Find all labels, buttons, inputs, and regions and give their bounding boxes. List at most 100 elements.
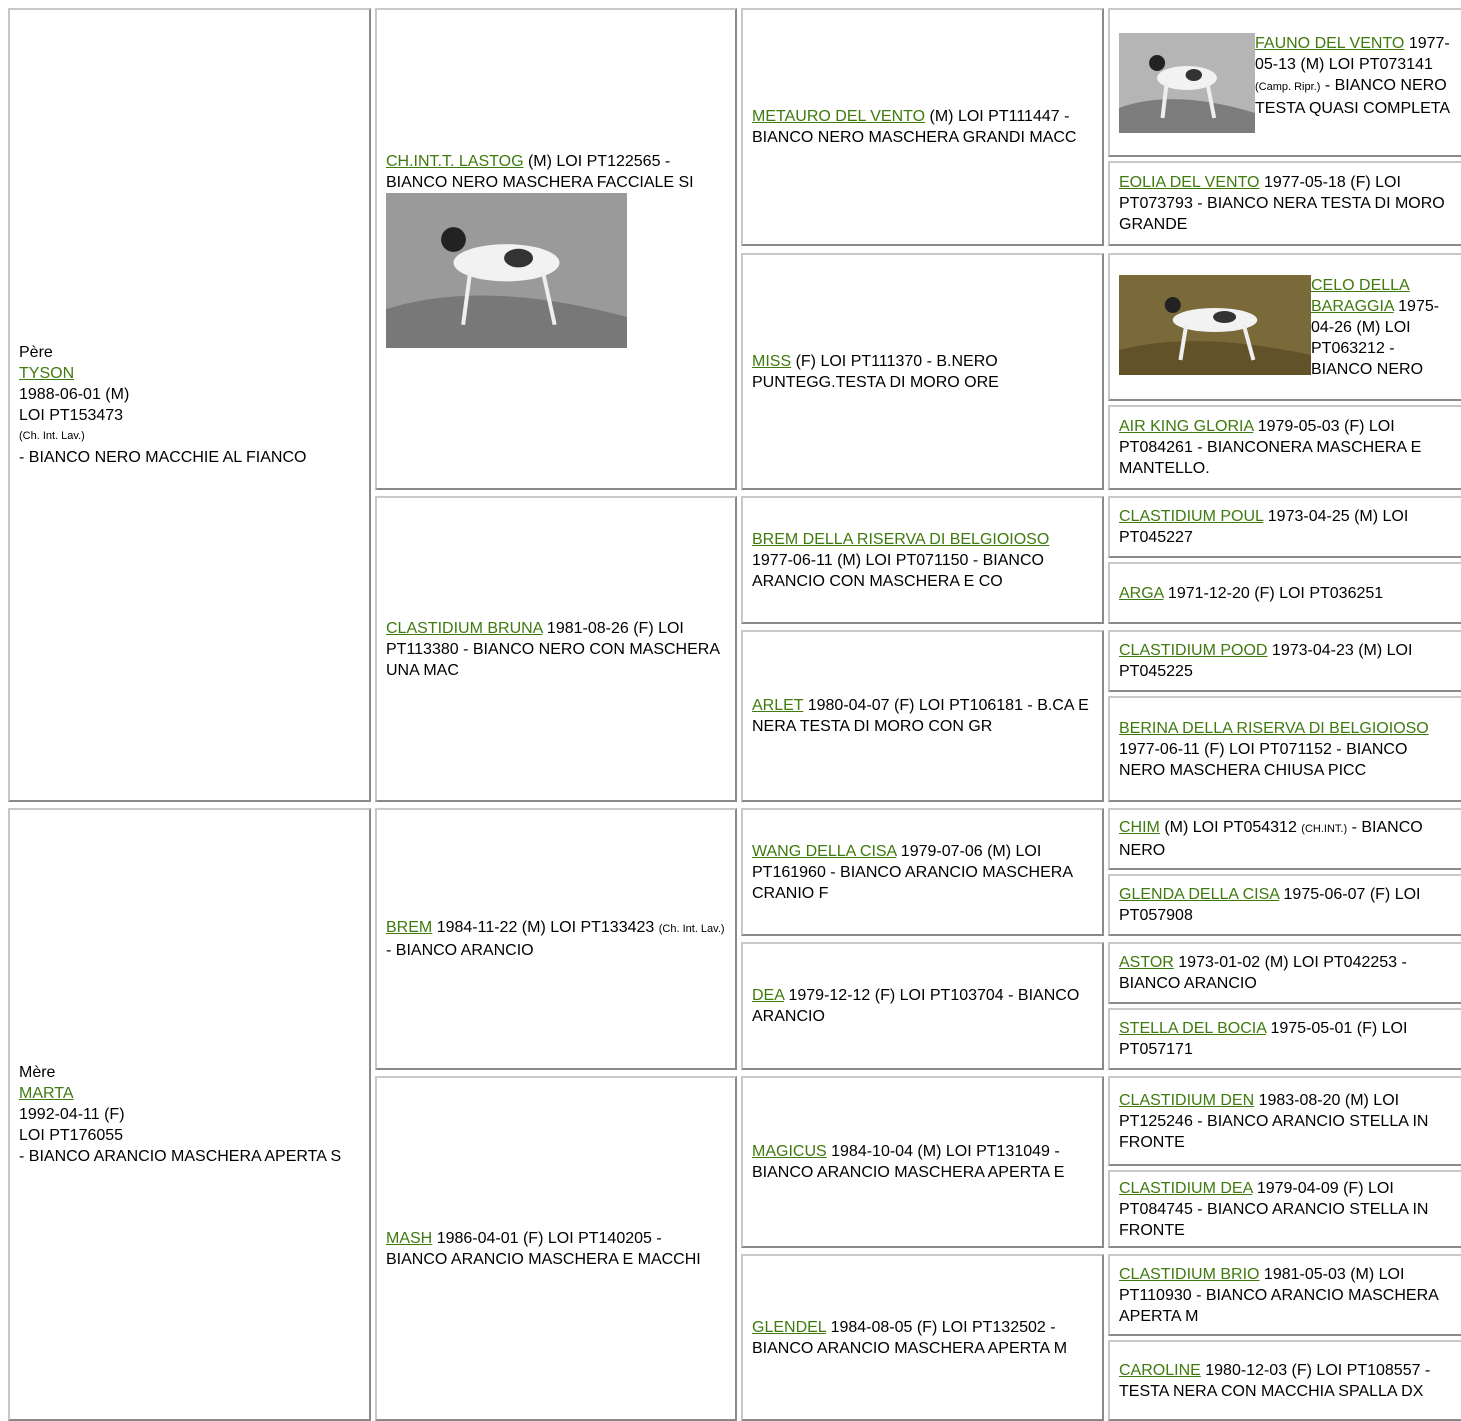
pedigree-cell: CELO DELLA BARAGGIA 1975-04-26 (M) LOI P…: [1108, 253, 1461, 401]
dog-info: 1986-04-01 (F) LOI PT140205 - BIANCO ARA…: [386, 1229, 701, 1268]
dog-link[interactable]: CLASTIDIUM BRUNA: [386, 619, 543, 637]
dog-info: 1973-01-02 (M) LOI PT042253 - BIANCO ARA…: [1119, 954, 1407, 992]
pedigree-cell: Père TYSON 1988-06-01 (M) LOI PT153473 (Ch. …: [8, 8, 371, 802]
cell-content: GLENDEL 1984-08-05 (F) LOI PT132502 - BI…: [752, 1317, 1093, 1359]
color-desc: - BIANCO NERO: [1119, 819, 1423, 859]
pedigree-cell: CH.INT.T. LASTOG (M) LOI PT122565 - BIAN…: [375, 8, 737, 490]
dog-info: 1981-05-03 (M) LOI PT110930 - BIANCO ARA…: [1119, 1265, 1438, 1325]
pedigree-cell: DEA 1979-12-12 (F) LOI PT103704 - BIANCO…: [741, 942, 1104, 1070]
dog-info: 1979-04-09 (F) LOI PT084745 - BIANCO ARA…: [1119, 1179, 1429, 1239]
dog-link[interactable]: EOLIA DEL VENTO: [1119, 174, 1260, 191]
title-note: (CH.INT.): [1301, 823, 1348, 835]
dog-link[interactable]: BERINA DELLA RISERVA DI BELGIOIOSO: [1119, 719, 1429, 737]
dog-link[interactable]: ASTOR: [1119, 954, 1174, 971]
cell-content: CLASTIDIUM BRUNA 1981-08-26 (F) LOI PT11…: [386, 618, 726, 681]
cell-content: CLASTIDIUM POOD 1973-04-23 (M) LOI PT045…: [1119, 640, 1455, 682]
dog-link[interactable]: MARTA: [19, 1085, 74, 1102]
dog-link[interactable]: CH.INT.T. LASTOG: [386, 152, 524, 170]
pedigree-cell: AIR KING GLORIA 1979-05-03 (F) LOI PT084…: [1108, 405, 1461, 490]
pedigree-cell: STELLA DEL BOCIA 1975-05-01 (F) LOI PT05…: [1108, 1008, 1461, 1070]
pedigree-cell: CHIM (M) LOI PT054312 (CH.INT.) - BIANCO…: [1108, 808, 1461, 870]
dog-link[interactable]: CLASTIDIUM BRIO: [1119, 1265, 1260, 1283]
dog-link[interactable]: DEA: [752, 987, 785, 1004]
cell-content: STELLA DEL BOCIA 1975-05-01 (F) LOI PT05…: [1119, 1018, 1455, 1060]
dog-info: 1977-06-11 (M) LOI PT071150 - BIANCO ARA…: [752, 551, 1044, 590]
dog-info: 1979-05-03 (F) LOI PT084261 - BIANCONERA…: [1119, 418, 1422, 477]
dog-info: 1984-08-05 (F) LOI PT132502 - BIANCO ARA…: [752, 1318, 1068, 1357]
dog-link[interactable]: CELO DELLA BARAGGIA: [1311, 276, 1410, 315]
cell-content: CH.INT.T. LASTOG (M) LOI PT122565 - BIAN…: [386, 151, 726, 348]
dog-link[interactable]: ARLET: [752, 697, 804, 714]
cell-content: METAURO DEL VENTO (M) LOI PT111447 - BIA…: [752, 106, 1093, 148]
dog-link[interactable]: MAGICUS: [752, 1143, 827, 1160]
dog-link[interactable]: MISS: [752, 352, 792, 370]
dog-info: 1975-06-07 (F) LOI PT057908: [1119, 886, 1421, 924]
dog-info: 1977-05-18 (F) LOI PT073793 - BIANCO NER…: [1119, 174, 1445, 233]
dog-link[interactable]: METAURO DEL VENTO: [752, 108, 926, 125]
dog-link[interactable]: CAROLINE: [1119, 1361, 1201, 1379]
dog-info: 1984-11-22 (M) LOI PT133423: [436, 919, 655, 936]
dog-link[interactable]: MASH: [386, 1229, 433, 1247]
dog-info: 1981-08-26 (F) LOI PT113380 - BIANCO NER…: [386, 619, 720, 679]
pedigree-cell: CLASTIDIUM DEA 1979-04-09 (F) LOI PT0847…: [1108, 1170, 1461, 1248]
dog-link[interactable]: CLASTIDIUM POOD: [1119, 642, 1268, 659]
dog-link[interactable]: TYSON: [19, 365, 75, 382]
pedigree-cell: CLASTIDIUM POUL 1973-04-25 (M) LOI PT045…: [1108, 496, 1461, 558]
dog-link[interactable]: STELLA DEL BOCIA: [1119, 1020, 1267, 1037]
dog-info: (M) LOI PT054312: [1164, 819, 1297, 836]
pedigree-cell: CLASTIDIUM DEN 1983-08-20 (M) LOI PT1252…: [1108, 1076, 1461, 1166]
dog-info: 1984-10-04 (M) LOI PT131049 - BIANCO ARA…: [752, 1143, 1065, 1181]
pedigree-cell: CLASTIDIUM BRIO 1981-05-03 (M) LOI PT110…: [1108, 1254, 1461, 1336]
dog-info: 1975-05-01 (F) LOI PT057171: [1119, 1020, 1408, 1058]
pedigree-cell: METAURO DEL VENTO (M) LOI PT111447 - BIA…: [741, 8, 1104, 246]
cell-content: DEA 1979-12-12 (F) LOI PT103704 - BIANCO…: [752, 985, 1093, 1027]
cell-content: CHIM (M) LOI PT054312 (CH.INT.) - BIANCO…: [1119, 817, 1455, 861]
name-line: MARTA: [19, 1083, 360, 1104]
cell-content: EOLIA DEL VENTO 1977-05-18 (F) LOI PT073…: [1119, 172, 1455, 235]
dog-photo: [1119, 32, 1255, 133]
cell-content: Mère MARTA 1992-04-11 (F) LOI PT176055 - BIA…: [19, 1062, 360, 1167]
info-line: 1988-06-01 (M): [19, 386, 130, 403]
dog-info: 1973-04-25 (M) LOI PT045227: [1119, 508, 1409, 546]
pedigree-cell: BREM DELLA RISERVA DI BELGIOIOSO 1977-06…: [741, 496, 1104, 624]
title-note: (Ch. Int. Lav.): [658, 923, 725, 935]
cell-content: Père TYSON 1988-06-01 (M) LOI PT153473 (Ch. …: [19, 342, 360, 468]
color-desc: - BIANCO NERO MACCHIE AL FIANCO: [19, 449, 307, 466]
cell-content: ASTOR 1973-01-02 (M) LOI PT042253 - BIAN…: [1119, 952, 1455, 994]
dog-info: 1980-12-03 (F) LOI PT108557 - TESTA NERA…: [1119, 1361, 1431, 1400]
cell-content: WANG DELLA CISA 1979-07-06 (M) LOI PT161…: [752, 841, 1093, 904]
cell-content: ARGA 1971-12-20 (F) LOI PT036251: [1119, 583, 1455, 604]
pedigree-cell: GLENDA DELLA CISA 1975-06-07 (F) LOI PT0…: [1108, 874, 1461, 936]
dog-link[interactable]: FAUNO DEL VENTO: [1255, 34, 1405, 52]
color-desc: - BIANCO NERO TESTA QUASI COMPLETA: [1255, 76, 1450, 117]
cell-content: FAUNO DEL VENTO 1977-05-13 (M) LOI PT073…: [1119, 32, 1455, 133]
dog-info: 1977-05-13 (M) LOI PT073141: [1255, 34, 1450, 73]
dog-link[interactable]: AIR KING GLORIA: [1119, 418, 1254, 435]
dog-link[interactable]: BREM: [386, 919, 433, 936]
dog-link[interactable]: BREM DELLA RISERVA DI BELGIOIOSO: [752, 530, 1050, 548]
pedigree-cell: MASH 1986-04-01 (F) LOI PT140205 - BIANC…: [375, 1076, 737, 1421]
cell-content: MISS (F) LOI PT111370 - B.NERO PUNTEGG.T…: [752, 351, 1093, 393]
dog-info: 1980-04-07 (F) LOI PT106181 - B.CA E NER…: [752, 697, 1089, 735]
pedigree-cell: WANG DELLA CISA 1979-07-06 (M) LOI PT161…: [741, 808, 1104, 936]
dog-link[interactable]: CLASTIDIUM DEN: [1119, 1091, 1255, 1109]
pedigree-cell: FAUNO DEL VENTO 1977-05-13 (M) LOI PT073…: [1108, 8, 1461, 157]
dog-info: 1977-06-11 (F) LOI PT071152 - BIANCO NER…: [1119, 740, 1408, 779]
dog-info: 1979-07-06 (M) LOI PT161960 - BIANCO ARA…: [752, 842, 1073, 902]
dog-info: (M) LOI PT122565 - BIANCO NERO MASCHERA …: [386, 152, 694, 191]
dog-link[interactable]: GLENDEL: [752, 1318, 827, 1336]
dog-info: (M) LOI PT111447 - BIANCO NERO MASCHERA …: [752, 108, 1077, 146]
dog-link[interactable]: ARGA: [1119, 584, 1164, 602]
dog-link[interactable]: WANG DELLA CISA: [752, 842, 897, 860]
dog-link[interactable]: CHIM: [1119, 819, 1160, 836]
dog-link[interactable]: GLENDA DELLA CISA: [1119, 886, 1280, 903]
dog-info: (F) LOI PT111370 - B.NERO PUNTEGG.TESTA …: [752, 352, 999, 391]
dog-info: 1973-04-23 (M) LOI PT045225: [1119, 642, 1413, 680]
title-note: (Camp. Ripr.): [1255, 80, 1321, 93]
dog-photo: [1119, 274, 1311, 375]
cell-content: AIR KING GLORIA 1979-05-03 (F) LOI PT084…: [1119, 416, 1455, 479]
cell-content: ARLET 1980-04-07 (F) LOI PT106181 - B.CA…: [752, 695, 1093, 737]
dog-link[interactable]: CLASTIDIUM DEA: [1119, 1179, 1253, 1197]
pedigree-cell: Mère MARTA 1992-04-11 (F) LOI PT176055 - BIA…: [8, 808, 371, 1421]
dog-link[interactable]: CLASTIDIUM POUL: [1119, 508, 1264, 525]
